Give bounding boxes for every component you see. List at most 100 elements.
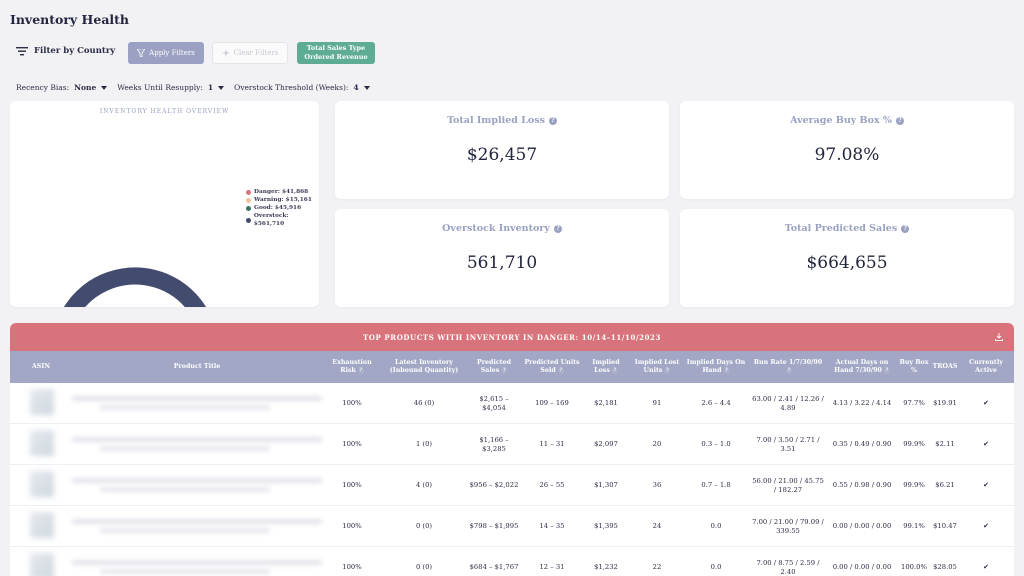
col-product-title[interactable]: Product Title (72, 351, 322, 383)
cell-buybox: 99.1% (903, 522, 925, 531)
legend-label-good: Good: $45,916 (254, 205, 302, 211)
cell-loss: $2,097 (594, 440, 618, 449)
cell-days: 0.7 – 1.8 (701, 481, 731, 490)
product-title-redacted (72, 478, 322, 483)
cell-risk: 100% (342, 399, 362, 408)
total-predicted-sales-value: $664,655 (806, 253, 888, 273)
col-implied-loss-label: Implied Loss (592, 359, 620, 374)
overstock-threshold-dropdown[interactable]: Overstock Threshold (Weeks): 4 (234, 83, 370, 92)
product-title-redacted (100, 528, 270, 533)
col-run-rate-label: Run Rate 1/7/30/90 (753, 359, 823, 366)
clear-filters-button[interactable]: Clear Filters (212, 42, 288, 64)
cell-actual: 0.00 / 0.00 / 0.00 (832, 563, 892, 572)
help-icon[interactable]: ? (901, 224, 910, 233)
legend-swatch-danger (246, 189, 251, 195)
col-implied-lost-units[interactable]: Implied Lost Units? (632, 351, 682, 383)
legend-swatch-warning (246, 197, 251, 203)
table-row[interactable]: 100% 0 (0) $798 – $1,995 14 – 35 $1,395 24 0.0… (10, 506, 1014, 547)
funnel-icon (137, 49, 146, 57)
col-run-rate[interactable]: Run Rate 1/7/30/90? (750, 351, 826, 383)
product-title-redacted (72, 437, 322, 442)
cell-troas: $10.47 (933, 522, 957, 531)
help-icon[interactable]: ? (501, 367, 508, 374)
col-predicted-units-label: Predicted Units Sold (524, 359, 580, 374)
download-icon[interactable] (994, 332, 1004, 342)
cell-risk: 100% (342, 481, 362, 490)
overstock-inventory-card: Overstock Inventory? 561,710 (335, 209, 669, 307)
help-icon[interactable]: ? (548, 116, 557, 125)
table-row[interactable]: 100% 4 (0) $956 – $2,022 26 – 55 $1,307 36 0.7… (10, 465, 1014, 506)
help-icon[interactable]: ? (883, 367, 890, 374)
weeks-until-resupply-dropdown[interactable]: Weeks Until Resupply: 1 (117, 83, 225, 92)
help-icon[interactable]: ? (723, 367, 730, 374)
col-exhaustion-risk[interactable]: Exhaustion Risk? (328, 351, 376, 383)
help-icon[interactable]: ? (357, 367, 364, 374)
help-icon[interactable]: ? (786, 367, 792, 374)
total-predicted-sales-text: Total Predicted Sales (784, 223, 898, 234)
table-row[interactable]: 100% 1 (0) $1,166 – $3,285 11 – 31 $2,097 20 0… (10, 424, 1014, 465)
col-buy-box-label: Buy Box % (899, 359, 929, 374)
gauge-segment-overstock[interactable] (61, 266, 219, 307)
help-icon[interactable]: ? (557, 367, 564, 374)
product-title-redacted (100, 569, 270, 574)
recency-bias-dropdown[interactable]: Recency Bias: None (16, 83, 108, 92)
col-currently-active[interactable]: Currently Active (964, 351, 1008, 383)
health-gauge-chart (61, 266, 219, 307)
filter-by-country-button[interactable]: Filter by Country (16, 46, 115, 56)
cell-lost-units: 91 (652, 399, 662, 408)
help-icon[interactable]: ? (611, 367, 618, 374)
col-actual-days-on-hand[interactable]: Actual Days on Hand 7/30/90? (830, 351, 894, 383)
cell-days: 2.6 – 4.4 (701, 399, 731, 408)
apply-filters-button[interactable]: Apply Filters (128, 42, 204, 64)
sales-type-title: Total Sales Type (306, 44, 366, 52)
cell-troas: $28.05 (933, 563, 957, 572)
legend-label-warning: Warning: $15,161 (254, 197, 312, 203)
filter-bar: Filter by Country Apply Filters Clear Fi… (0, 42, 1024, 66)
cell-lost-units: 20 (652, 440, 662, 449)
help-icon[interactable]: ? (553, 224, 562, 233)
total-predicted-sales-card: Total Predicted Sales? $664,655 (680, 209, 1014, 307)
product-title-redacted (72, 396, 322, 401)
cell-actual: 0.00 / 0.00 / 0.00 (832, 522, 892, 531)
total-implied-loss-text: Total Implied Loss (447, 115, 545, 126)
col-predicted-units[interactable]: Predicted Units Sold? (522, 351, 582, 383)
col-troas[interactable]: TROAS (930, 351, 960, 383)
col-predicted-sales[interactable]: Predicted Sales? (468, 351, 520, 383)
cell-active: ✔ (983, 481, 989, 490)
cell-pred-units: 14 – 35 (539, 522, 565, 531)
table-row[interactable]: 100% 46 (0) $2,615 – $4,054 109 – 169 $2,181… (10, 383, 1014, 424)
cell-pred-sales: $2,615 – $4,054 (479, 395, 509, 412)
cell-runrate: 7.00 / 8.75 / 2.59 / 2.40 (756, 559, 820, 576)
col-implied-days-label: Implied Days On Hand (686, 359, 746, 374)
cell-buybox: 97.7% (903, 399, 925, 408)
cell-latest: 46 (0) (413, 399, 435, 408)
help-icon[interactable]: ? (895, 116, 904, 125)
recency-bias-label: Recency Bias: (16, 83, 70, 92)
col-asin[interactable]: ASIN (10, 351, 72, 383)
page-title: Inventory Health (10, 12, 130, 27)
help-icon[interactable]: ? (664, 367, 671, 374)
col-buy-box[interactable]: Buy Box % (898, 351, 930, 383)
sales-type-value: Ordered Revenue (304, 53, 368, 61)
overview-title: INVENTORY HEALTH OVERVIEW (99, 108, 230, 115)
legend-item-overstock: Overstock: $561,710 (246, 212, 319, 228)
cell-troas: $6.21 (935, 481, 955, 490)
col-latest-inventory[interactable]: Latest Inventory (Inbound Quantity) (386, 351, 462, 383)
caret-down-icon (101, 85, 108, 90)
col-implied-loss[interactable]: Implied Loss? (588, 351, 624, 383)
col-implied-days-on-hand[interactable]: Implied Days On Hand? (686, 351, 746, 383)
sales-type-toggle[interactable]: Total Sales Type Ordered Revenue (297, 42, 375, 64)
cell-runrate: 63.00 / 2.41 / 12.26 / 4.89 (752, 395, 824, 412)
cell-risk: 100% (342, 440, 362, 449)
cell-runrate: 7.00 / 21.00 / 79.09 / 339.55 (752, 518, 824, 535)
cell-troas: $2.11 (935, 440, 955, 449)
col-currently-active-label: Currently Active (969, 359, 1003, 374)
col-exhaustion-risk-label: Exhaustion Risk (332, 359, 372, 374)
col-predicted-sales-label: Predicted Sales (476, 359, 511, 374)
col-actual-days-label: Actual Days on Hand 7/30/90 (834, 359, 889, 374)
average-buy-box-card: Average Buy Box %? 97.08% (680, 101, 1014, 199)
total-implied-loss-value: $26,457 (466, 145, 538, 165)
apply-filters-label: Apply Filters (149, 49, 195, 57)
table-row[interactable]: 100% 0 (0) $684 – $1,767 12 – 31 $1,232 22 0.0… (10, 547, 1014, 576)
product-title-redacted (100, 487, 270, 492)
